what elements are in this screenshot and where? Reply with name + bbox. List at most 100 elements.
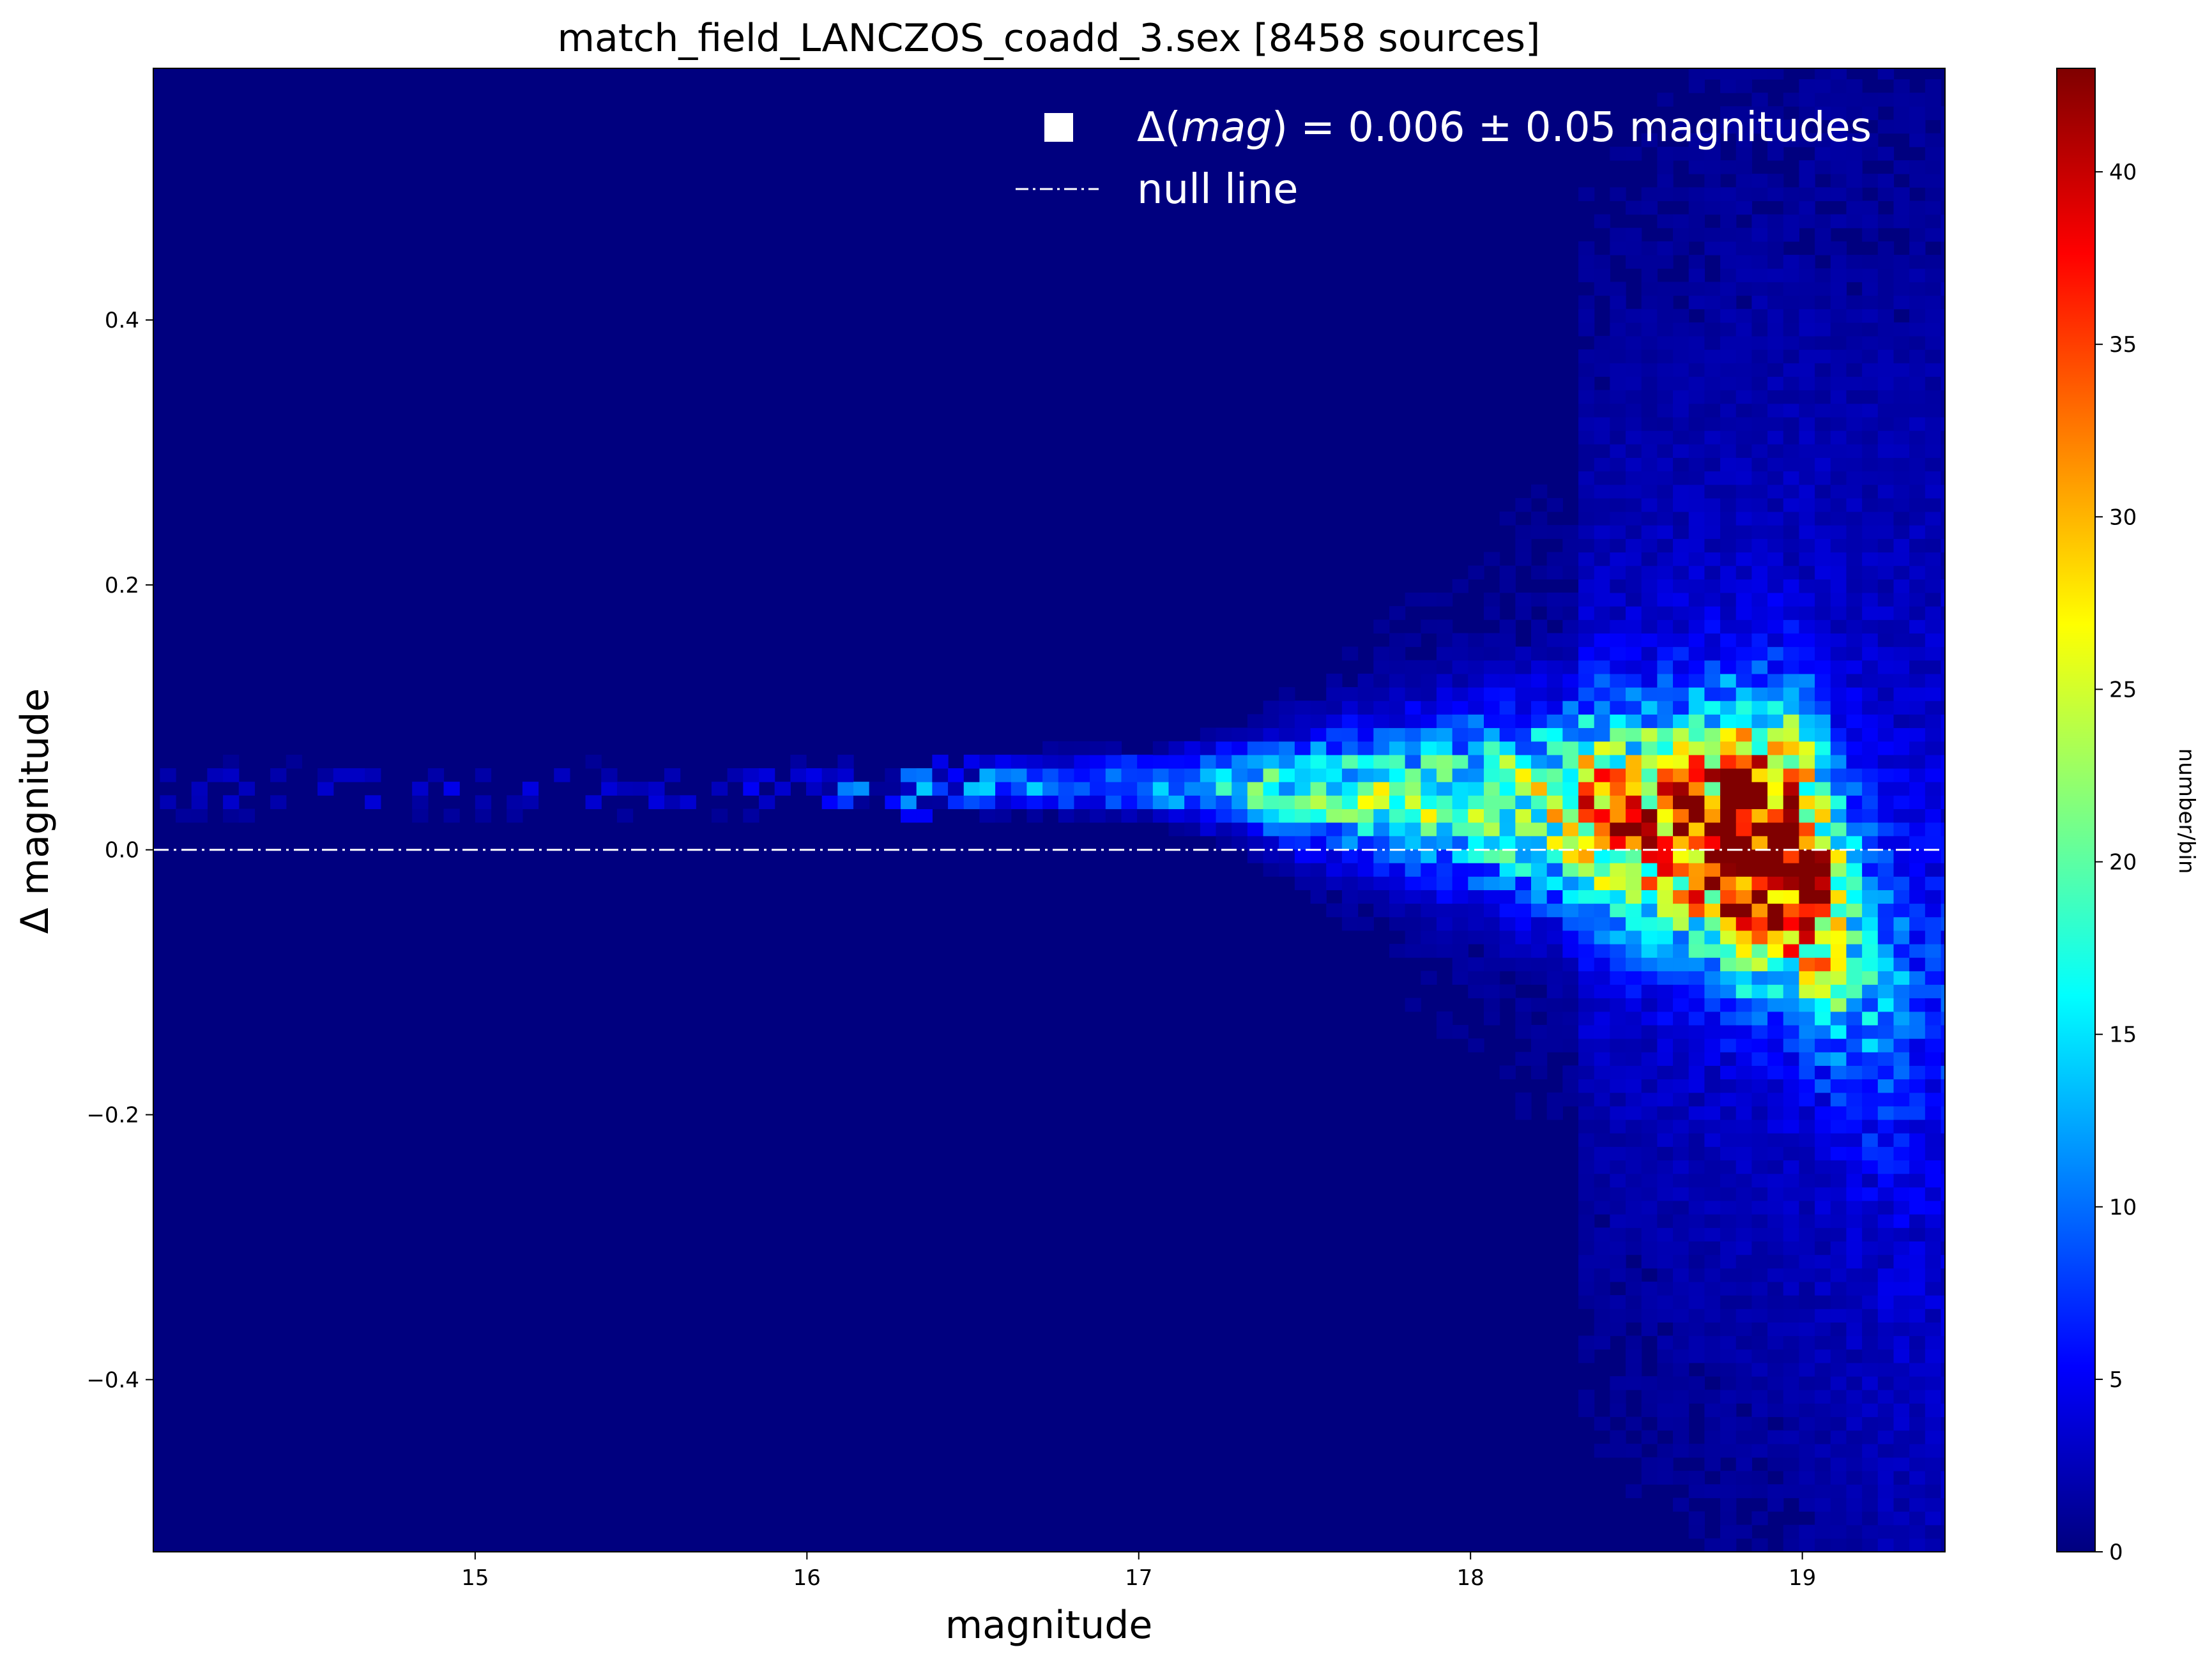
heatmap-bin: [1941, 106, 1945, 121]
heatmap-bin: [1673, 579, 1690, 593]
heatmap-bin: [1594, 363, 1610, 377]
heatmap-bin: [1925, 471, 1942, 485]
heatmap-bin: [1499, 835, 1516, 850]
heatmap-bin: [1925, 1309, 1942, 1323]
heatmap-bin: [1877, 308, 1895, 323]
heatmap-bin: [1862, 1038, 1879, 1052]
heatmap-bin: [1279, 835, 1295, 850]
heatmap-bin: [1657, 1038, 1674, 1052]
heatmap-bin: [1830, 579, 1847, 593]
heatmap-bin: [1893, 727, 1910, 742]
heatmap-bin: [1673, 619, 1690, 634]
heatmap-bin: [1815, 673, 1831, 688]
heatmap-bin: [1751, 741, 1768, 755]
heatmap-bin: [1893, 903, 1910, 918]
heatmap-bin: [1751, 1349, 1768, 1363]
heatmap-bin: [1389, 606, 1406, 620]
heatmap-bin: [1767, 1160, 1784, 1174]
heatmap-bin: [1830, 1295, 1847, 1309]
heatmap-bin: [1468, 714, 1484, 729]
heatmap-bin: [1594, 903, 1610, 918]
heatmap-bin: [1783, 714, 1800, 729]
heatmap-bin: [1830, 525, 1847, 539]
heatmap-bin: [1767, 1498, 1784, 1512]
heatmap-bin: [1783, 497, 1800, 512]
heatmap-bin: [1925, 1471, 1942, 1485]
heatmap-bin: [1263, 835, 1279, 850]
heatmap-bin: [1767, 1390, 1784, 1404]
heatmap-bin: [1877, 1376, 1895, 1390]
heatmap-bin: [1704, 538, 1721, 553]
heatmap-bin: [1594, 471, 1610, 485]
heatmap-bin: [1578, 701, 1595, 715]
heatmap-bin: [1641, 673, 1658, 688]
heatmap-bin: [1783, 1443, 1800, 1458]
heatmap-bin: [1893, 916, 1910, 931]
heatmap-bin: [1830, 943, 1847, 958]
heatmap-bin: [1877, 174, 1895, 188]
heatmap-bin: [1389, 795, 1406, 810]
heatmap-bin: [1279, 727, 1295, 742]
heatmap-bin: [1626, 673, 1642, 688]
heatmap-bin: [1610, 890, 1626, 904]
heatmap-bin: [1578, 606, 1595, 620]
heatmap-bin: [1830, 1281, 1847, 1296]
heatmap-bin: [1688, 511, 1705, 526]
heatmap-bin: [1735, 1227, 1753, 1242]
heatmap-bin: [1436, 660, 1453, 674]
heatmap-bin: [1641, 768, 1658, 782]
heatmap-bin: [1862, 1024, 1879, 1039]
heatmap-bin: [1673, 998, 1690, 1012]
heatmap-bin: [1783, 1295, 1800, 1309]
heatmap-bin: [1688, 430, 1705, 444]
heatmap-bin: [1452, 633, 1468, 648]
heatmap-bin: [1405, 727, 1421, 742]
heatmap-bin: [1830, 403, 1847, 418]
heatmap-bin: [901, 808, 917, 823]
heatmap-bin: [1830, 1227, 1847, 1242]
heatmap-bin: [1735, 606, 1753, 620]
heatmap-bin: [1862, 849, 1879, 863]
heatmap-bin: [1799, 808, 1815, 823]
heatmap-bin: [1641, 525, 1658, 539]
heatmap-bin: [1862, 592, 1879, 607]
heatmap-bin: [412, 795, 429, 810]
heatmap-bin: [1925, 863, 1942, 877]
heatmap-bin: [1735, 241, 1753, 255]
heatmap-bin: [1641, 1065, 1658, 1080]
heatmap-bin: [1893, 849, 1910, 863]
heatmap-bin: [1200, 768, 1217, 782]
heatmap-bin: [1688, 214, 1705, 229]
heatmap-bin: [1830, 484, 1847, 499]
heatmap-bin: [1641, 1187, 1658, 1201]
heatmap-bin: [1232, 754, 1248, 769]
heatmap-bin: [1610, 701, 1626, 715]
heatmap-bin: [1657, 160, 1674, 174]
heatmap-bin: [1704, 673, 1721, 688]
heatmap-bin: [1783, 1349, 1800, 1363]
heatmap-bin: [1815, 1524, 1831, 1539]
heatmap-bin: [1893, 525, 1910, 539]
heatmap-bin: [1405, 849, 1421, 863]
heatmap-bin: [1783, 1052, 1800, 1066]
heatmap-bin: [1783, 322, 1800, 337]
heatmap-bin: [1877, 525, 1895, 539]
heatmap-bin: [1578, 1200, 1595, 1215]
heatmap-bin: [1720, 214, 1737, 229]
heatmap-bin: [1799, 1443, 1815, 1458]
heatmap-bin: [1767, 1105, 1784, 1120]
heatmap-bin: [1546, 1092, 1563, 1107]
heatmap-bin: [1846, 1295, 1863, 1309]
heatmap-bin: [1767, 1146, 1784, 1161]
heatmap-bin: [1925, 916, 1942, 931]
heatmap-bin: [1641, 1119, 1658, 1134]
heatmap-bin: [1578, 782, 1595, 796]
heatmap-bin: [1657, 1376, 1674, 1390]
heatmap-bin: [1862, 741, 1879, 755]
heatmap-bin: [1720, 255, 1737, 269]
heatmap-bin: [1909, 174, 1926, 188]
heatmap-bin: [1657, 943, 1674, 958]
heatmap-bin: [1799, 1241, 1815, 1256]
heatmap-bin: [1641, 268, 1658, 282]
